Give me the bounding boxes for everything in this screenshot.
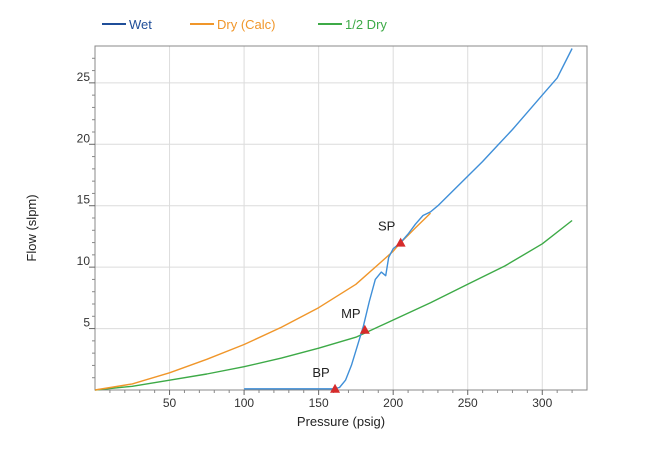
legend-item-dry-calc: Dry (Calc) bbox=[190, 17, 276, 32]
y-tick-label: 15 bbox=[77, 193, 91, 207]
marker-sp bbox=[395, 237, 406, 247]
series-line-dry-calc bbox=[94, 212, 431, 391]
y-tick-label: 10 bbox=[77, 254, 91, 268]
legend-label-1-2-dry: 1/2 Dry bbox=[345, 17, 387, 32]
y-axis: 5 10 15 20 25 bbox=[77, 70, 95, 330]
y-tick-label: 25 bbox=[77, 70, 91, 84]
minor-ticks bbox=[92, 57, 573, 393]
annotation-layer: BP MP SP bbox=[312, 219, 406, 393]
marker-mp bbox=[359, 324, 370, 334]
annotation-label-bp: BP bbox=[312, 365, 329, 380]
legend: Wet Dry (Calc) 1/2 Dry bbox=[102, 17, 387, 32]
x-tick-label: 300 bbox=[532, 396, 552, 410]
legend-item-wet: Wet bbox=[102, 17, 152, 32]
y-tick-label: 20 bbox=[77, 131, 91, 145]
y-tick-label: 5 bbox=[83, 316, 90, 330]
plot-area bbox=[94, 45, 588, 391]
x-axis: 50 100 150 200 250 300 bbox=[163, 390, 553, 410]
x-tick-label: 250 bbox=[458, 396, 478, 410]
x-tick-label: 200 bbox=[383, 396, 403, 410]
annotation-label-mp: MP bbox=[341, 306, 361, 321]
x-tick-label: 50 bbox=[163, 396, 177, 410]
x-axis-title: Pressure (psig) bbox=[297, 414, 385, 429]
legend-label-dry-calc: Dry (Calc) bbox=[217, 17, 276, 32]
x-tick-label: 100 bbox=[234, 396, 254, 410]
legend-item-1-2-dry: 1/2 Dry bbox=[318, 17, 387, 32]
annotation-label-sp: SP bbox=[378, 219, 395, 234]
marker-bp bbox=[330, 383, 341, 393]
y-axis-title: Flow (slpm) bbox=[24, 194, 39, 261]
series-layer bbox=[94, 48, 573, 391]
series-line-1-2-dry bbox=[94, 219, 573, 391]
series-line-wet bbox=[244, 48, 573, 390]
legend-label-wet: Wet bbox=[129, 17, 152, 32]
grid bbox=[95, 46, 587, 390]
x-tick-label: 150 bbox=[309, 396, 329, 410]
